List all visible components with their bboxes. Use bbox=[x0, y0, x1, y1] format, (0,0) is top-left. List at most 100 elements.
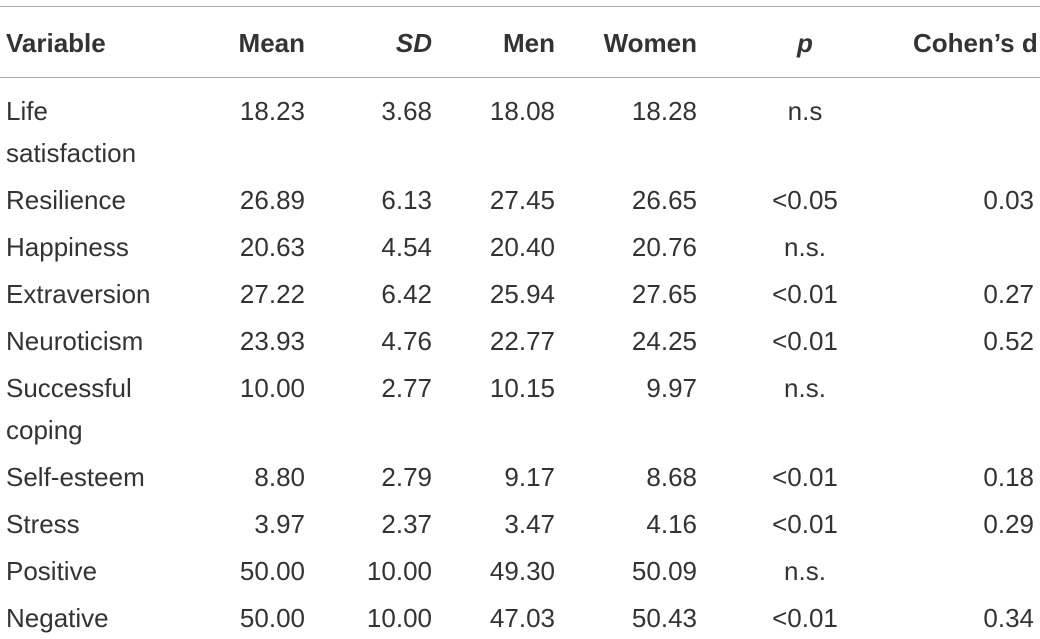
cell-value: 20.40 bbox=[490, 232, 555, 262]
table-header: Variable Mean SD Men Women p Cohen’s d bbox=[0, 7, 1040, 78]
cell-value: 10.00 bbox=[367, 603, 432, 633]
variable-name: Happiness bbox=[6, 226, 166, 268]
table-cell: 10.00 bbox=[305, 545, 432, 592]
table-cell: 25.94 bbox=[432, 268, 555, 315]
table-cell: 8.68 bbox=[555, 451, 697, 498]
table-cell: 8.80 bbox=[215, 451, 305, 498]
cell-value: 22.77 bbox=[490, 326, 555, 356]
table-cell: n.s. bbox=[697, 362, 913, 451]
column-header: p bbox=[697, 7, 913, 78]
table-cell: 20.63 bbox=[215, 221, 305, 268]
table-cell: Negative bbox=[0, 592, 215, 639]
cell-value: 49.30 bbox=[490, 556, 555, 586]
table-cell: 22.77 bbox=[432, 315, 555, 362]
table-cell bbox=[913, 545, 1040, 592]
table-cell: <0.01 bbox=[697, 498, 913, 545]
cell-value: <0.01 bbox=[772, 326, 838, 356]
table-cell: 47.03 bbox=[432, 592, 555, 639]
table-cell: 50.00 bbox=[215, 545, 305, 592]
table-cell: 18.23 bbox=[215, 78, 305, 175]
table-cell: 9.17 bbox=[432, 451, 555, 498]
cell-value: 0.29 bbox=[983, 509, 1034, 539]
column-header: Cohen’s d bbox=[913, 7, 1040, 78]
cell-value: 2.79 bbox=[381, 462, 432, 492]
cell-value: 8.80 bbox=[254, 462, 305, 492]
cell-value: 10.15 bbox=[490, 373, 555, 403]
table-cell: 10.15 bbox=[432, 362, 555, 451]
cell-value: 3.68 bbox=[381, 96, 432, 126]
table-cell: Happiness bbox=[0, 221, 215, 268]
variable-name: Successful coping bbox=[6, 367, 166, 451]
table-cell: 26.89 bbox=[215, 174, 305, 221]
table-cell: 49.30 bbox=[432, 545, 555, 592]
cell-value: 9.97 bbox=[646, 373, 697, 403]
cell-value: 24.25 bbox=[632, 326, 697, 356]
table-cell: Resilience bbox=[0, 174, 215, 221]
cell-value: 2.37 bbox=[381, 509, 432, 539]
table-cell: 50.09 bbox=[555, 545, 697, 592]
table-cell: 0.34 bbox=[913, 592, 1040, 639]
column-header: Men bbox=[432, 7, 555, 78]
table-cell: 9.97 bbox=[555, 362, 697, 451]
variable-name: Neuroticism bbox=[6, 320, 166, 362]
table-cell: 0.52 bbox=[913, 315, 1040, 362]
cell-value: 4.76 bbox=[381, 326, 432, 356]
table-cell: 0.29 bbox=[913, 498, 1040, 545]
cell-value: n.s. bbox=[784, 232, 826, 262]
table-cell: 2.37 bbox=[305, 498, 432, 545]
cell-value: 6.13 bbox=[381, 185, 432, 215]
table-cell: 26.65 bbox=[555, 174, 697, 221]
cell-value: 27.22 bbox=[240, 279, 305, 309]
table-cell: n.s. bbox=[697, 221, 913, 268]
table-cell: <0.01 bbox=[697, 451, 913, 498]
table-cell bbox=[913, 362, 1040, 451]
cell-value: 3.47 bbox=[504, 509, 555, 539]
table-cell: 2.79 bbox=[305, 451, 432, 498]
table-cell: 4.16 bbox=[555, 498, 697, 545]
table-cell: 3.97 bbox=[215, 498, 305, 545]
cell-value: 4.16 bbox=[646, 509, 697, 539]
cell-value: 26.65 bbox=[632, 185, 697, 215]
stats-table: Variable Mean SD Men Women p Cohen’s d L… bbox=[0, 6, 1040, 639]
cell-value: 10.00 bbox=[367, 556, 432, 586]
cell-value: 2.77 bbox=[381, 373, 432, 403]
cell-value: 9.17 bbox=[504, 462, 555, 492]
table-cell: 27.65 bbox=[555, 268, 697, 315]
table-cell: 4.54 bbox=[305, 221, 432, 268]
cell-value: 50.00 bbox=[240, 603, 305, 633]
table-cell: n.s bbox=[697, 78, 913, 175]
cell-value: 27.45 bbox=[490, 185, 555, 215]
table-cell: 20.76 bbox=[555, 221, 697, 268]
variable-name: Self-esteem bbox=[6, 456, 166, 498]
variable-name: Extraversion bbox=[6, 273, 166, 315]
cell-value: 18.23 bbox=[240, 96, 305, 126]
table-cell: 4.76 bbox=[305, 315, 432, 362]
cell-value: <0.01 bbox=[772, 279, 838, 309]
table-cell: 24.25 bbox=[555, 315, 697, 362]
cell-value: 27.65 bbox=[632, 279, 697, 309]
variable-name: Resilience bbox=[6, 179, 166, 221]
table-cell: 2.77 bbox=[305, 362, 432, 451]
column-header: Women bbox=[555, 7, 697, 78]
table-cell: n.s. bbox=[697, 545, 913, 592]
table-cell: 6.13 bbox=[305, 174, 432, 221]
cell-value: n.s bbox=[788, 96, 823, 126]
variable-name: Life satisfaction bbox=[6, 90, 166, 174]
cell-value: <0.01 bbox=[772, 603, 838, 633]
cell-value: 10.00 bbox=[240, 373, 305, 403]
table-cell: <0.05 bbox=[697, 174, 913, 221]
column-header: Mean bbox=[215, 7, 305, 78]
cell-value: n.s. bbox=[784, 556, 826, 586]
table-cell: 27.22 bbox=[215, 268, 305, 315]
cell-value: 6.42 bbox=[381, 279, 432, 309]
